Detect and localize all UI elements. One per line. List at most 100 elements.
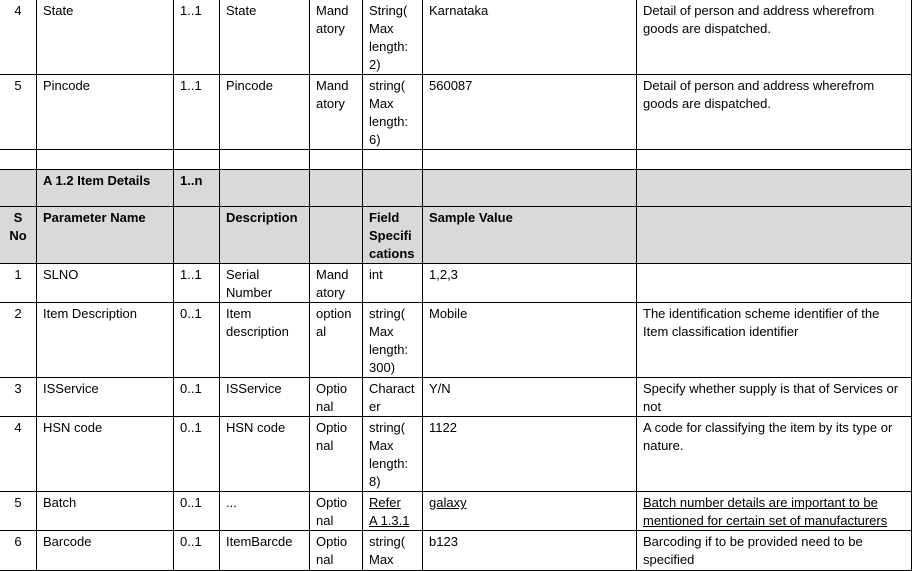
cell-serial-no: 4 bbox=[0, 0, 37, 75]
mandatory-text: Optio nal bbox=[316, 381, 348, 414]
cell-parameter-name: Item Description bbox=[36, 302, 174, 378]
cell-remarks: The identification scheme identifier of … bbox=[636, 302, 912, 378]
cell-field-specification: string( Max length: 8) bbox=[362, 416, 423, 492]
cell-sample-value: Mobile bbox=[422, 302, 637, 378]
cell-serial-no bbox=[0, 149, 37, 170]
serial-no-text: 6 bbox=[14, 534, 22, 549]
remarks-text[interactable]: Batch number details are important to be… bbox=[643, 495, 888, 528]
cell-remarks bbox=[636, 206, 912, 264]
cell-cardinality: 0..1 bbox=[173, 491, 220, 531]
cell-parameter-name: State bbox=[36, 0, 174, 75]
cell-field-specification: Field Specifi cations bbox=[362, 206, 423, 264]
cell-sample-value: 1,2,3 bbox=[422, 263, 637, 303]
cell-mandatory: Mand atory bbox=[309, 263, 363, 303]
remarks-text: The identification scheme identifier of … bbox=[643, 306, 880, 339]
cell-mandatory: Mand atory bbox=[309, 0, 363, 75]
field-specification-text: Charact er bbox=[369, 381, 415, 414]
sample-value-text: Sample Value bbox=[429, 210, 513, 225]
cell-sample-value: galaxy bbox=[422, 491, 637, 531]
description-text: Serial Number bbox=[226, 267, 273, 300]
cell-cardinality bbox=[173, 149, 220, 170]
cell-field-specification: Refer A 1.3.1 bbox=[362, 491, 423, 531]
description-text: ... bbox=[226, 495, 237, 510]
cell-field-specification bbox=[362, 169, 423, 207]
serial-no-text: 3 bbox=[14, 381, 22, 396]
cell-mandatory: Optio nal bbox=[309, 491, 363, 531]
table-row: 4 State 1..1 State Mand atory String( Max len… bbox=[0, 0, 912, 75]
section-row: A 1.2 Item Details 1..n bbox=[0, 169, 912, 207]
serial-no-text: 5 bbox=[14, 495, 22, 510]
cell-mandatory: Mand atory bbox=[309, 74, 363, 150]
cell-sample-value: Y/N bbox=[422, 377, 637, 417]
serial-no-text: 1 bbox=[14, 267, 22, 282]
cell-parameter-name: Barcode bbox=[36, 530, 174, 571]
parameter-name-text: Barcode bbox=[43, 534, 92, 549]
serial-no-text: 4 bbox=[14, 420, 22, 435]
mandatory-text: Optio nal bbox=[316, 420, 348, 453]
field-specification-text: string( Max bbox=[369, 534, 406, 567]
sample-value-text: 1,2,3 bbox=[429, 267, 458, 282]
cell-serial-no: 5 bbox=[0, 74, 37, 150]
cell-sample-value: Karnataka bbox=[422, 0, 637, 75]
cell-description: ISService bbox=[219, 377, 310, 417]
table-row: 3 ISService 0..1 ISService Optio nal Charact … bbox=[0, 377, 912, 417]
cell-description: Description bbox=[219, 206, 310, 264]
sample-value-text: b123 bbox=[429, 534, 458, 549]
field-specification-text[interactable]: Refer A 1.3.1 bbox=[369, 495, 410, 528]
remarks-text: A code for classifying the item by its t… bbox=[643, 420, 893, 453]
parameter-name-text: Item Description bbox=[43, 306, 137, 321]
cell-cardinality: 0..1 bbox=[173, 377, 220, 417]
sample-value-text[interactable]: galaxy bbox=[429, 495, 467, 510]
field-specification-text: int bbox=[369, 267, 383, 282]
cell-serial-no: 4 bbox=[0, 416, 37, 492]
cell-description: ItemBarcde bbox=[219, 530, 310, 571]
cell-mandatory bbox=[309, 169, 363, 207]
cell-mandatory: Optio nal bbox=[309, 377, 363, 417]
mandatory-text: option al bbox=[316, 306, 352, 339]
cell-sample-value: Sample Value bbox=[422, 206, 637, 264]
cell-cardinality: 1..1 bbox=[173, 263, 220, 303]
serial-no-text: 2 bbox=[14, 306, 22, 321]
cell-remarks bbox=[636, 263, 912, 303]
cell-description: HSN code bbox=[219, 416, 310, 492]
serial-no-text: 4 bbox=[14, 3, 22, 18]
mandatory-text: Mand atory bbox=[316, 78, 349, 111]
cell-cardinality: 0..1 bbox=[173, 302, 220, 378]
cardinality-text: 0..1 bbox=[180, 381, 202, 396]
sample-value-text: 1122 bbox=[429, 420, 457, 435]
cell-description: Serial Number bbox=[219, 263, 310, 303]
cell-field-specification bbox=[362, 149, 423, 170]
cell-parameter-name: ISService bbox=[36, 377, 174, 417]
cell-serial-no bbox=[0, 169, 37, 207]
cardinality-text: 0..1 bbox=[180, 420, 202, 435]
description-text: Description bbox=[226, 210, 298, 225]
parameter-name-text: State bbox=[43, 3, 74, 18]
table-row: 5 Batch 0..1... Optio nal Refer A 1.3.1 galax… bbox=[0, 491, 912, 531]
cell-field-specification: String( Max length: 2) bbox=[362, 0, 423, 75]
field-specification-text: String( Max length: 2) bbox=[369, 3, 409, 72]
cell-field-specification: string( Max bbox=[362, 530, 423, 571]
cell-sample-value: 1122 bbox=[422, 416, 637, 492]
description-text: Item description bbox=[226, 306, 289, 339]
sample-value-text: 560087 bbox=[429, 78, 473, 93]
table-row: 1 SLNO 1..1 Serial Number Mand atory int 1,2,3 bbox=[0, 263, 912, 303]
cell-remarks bbox=[636, 169, 912, 207]
cardinality-text: 1..1 bbox=[180, 3, 202, 18]
cell-description: State bbox=[219, 0, 310, 75]
cell-parameter-name: A 1.2 Item Details bbox=[36, 169, 174, 207]
cell-field-specification: string( Max length: 300) bbox=[362, 302, 423, 378]
parameter-name-text: ISService bbox=[43, 381, 99, 396]
cell-description: ... bbox=[219, 491, 310, 531]
cell-serial-no: 5 bbox=[0, 491, 37, 531]
mandatory-text: Optio nal bbox=[316, 495, 348, 528]
cell-parameter-name: Pincode bbox=[36, 74, 174, 150]
serial-no-text: 5 bbox=[14, 78, 22, 93]
spacer-row bbox=[0, 149, 912, 170]
parameter-name-text: Pincode bbox=[43, 78, 90, 93]
description-text: HSN code bbox=[226, 420, 286, 435]
cell-cardinality bbox=[173, 206, 220, 264]
cell-serial-no: 1 bbox=[0, 263, 37, 303]
cell-serial-no: 3 bbox=[0, 377, 37, 417]
cell-parameter-name: SLNO bbox=[36, 263, 174, 303]
cell-description: Item description bbox=[219, 302, 310, 378]
